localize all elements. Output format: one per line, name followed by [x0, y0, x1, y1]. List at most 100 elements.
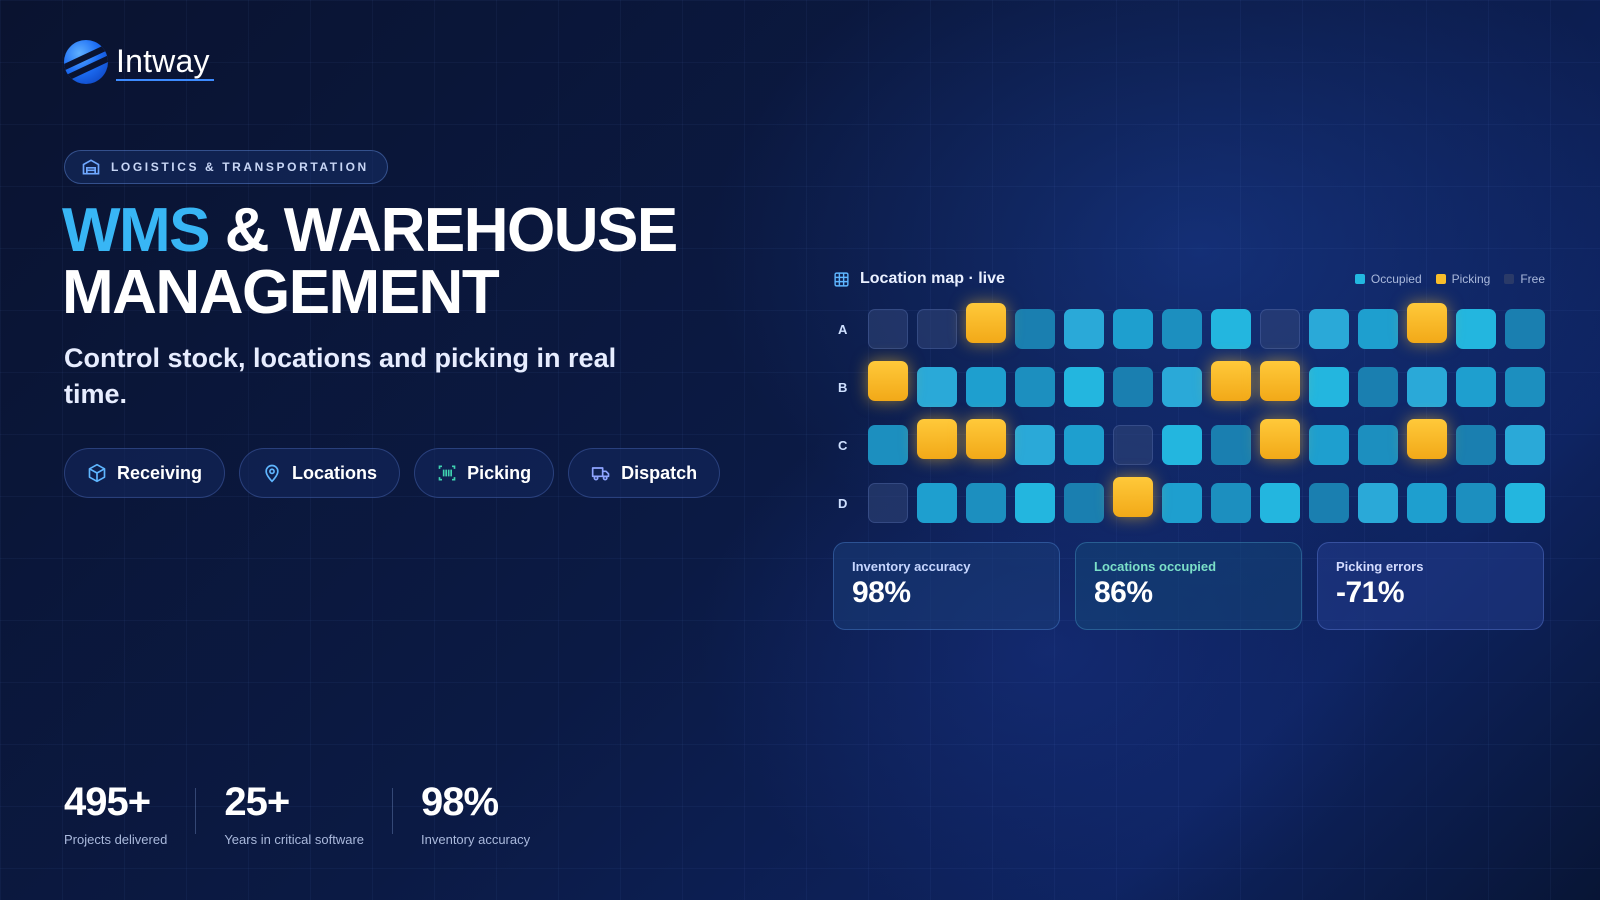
- location-cell-free[interactable]: [1260, 309, 1300, 349]
- location-cell-occupied[interactable]: [966, 367, 1006, 407]
- location-cell-occupied[interactable]: [1064, 309, 1104, 349]
- stats-row: 495+ Projects delivered 25+ Years in cri…: [64, 780, 558, 847]
- location-map-grid: A B C D: [838, 300, 1554, 532]
- location-cell-occupied[interactable]: [1162, 309, 1202, 349]
- title-accent: WMS: [62, 196, 211, 265]
- location-cell-occupied[interactable]: [1162, 425, 1202, 465]
- location-cell-occupied[interactable]: [1015, 309, 1055, 349]
- map-row: A: [838, 300, 1554, 358]
- stat-years: 25+ Years in critical software: [224, 780, 392, 847]
- location-cell-occupied[interactable]: [1505, 367, 1545, 407]
- location-cell-occupied[interactable]: [917, 367, 957, 407]
- location-cell-occupied[interactable]: [1211, 483, 1251, 523]
- location-cell-picking[interactable]: [1260, 361, 1300, 401]
- globe-logo-icon: [64, 40, 108, 84]
- kpi-cards: Inventory accuracy 98% Locations occupie…: [833, 542, 1544, 630]
- location-cell-occupied[interactable]: [1456, 483, 1496, 523]
- map-legend: Occupied Picking Free: [1354, 272, 1545, 286]
- location-cell-occupied[interactable]: [1358, 309, 1398, 349]
- stat-accuracy: 98% Inventory accuracy: [421, 780, 558, 847]
- pill-label: Locations: [292, 462, 378, 483]
- location-cell-picking[interactable]: [917, 419, 957, 459]
- kpi-inventory-accuracy: Inventory accuracy 98%: [833, 542, 1060, 630]
- location-cell-occupied[interactable]: [917, 483, 957, 523]
- location-cell-occupied[interactable]: [1358, 483, 1398, 523]
- category-badge: LOGISTICS & TRANSPORTATION: [64, 150, 388, 184]
- stat-projects: 495+ Projects delivered: [64, 780, 195, 847]
- location-cell-picking[interactable]: [1113, 477, 1153, 517]
- kpi-locations-occupied: Locations occupied 86%: [1075, 542, 1302, 630]
- location-cell-occupied[interactable]: [868, 425, 908, 465]
- location-cell-occupied[interactable]: [1505, 483, 1545, 523]
- location-cell-occupied[interactable]: [1505, 309, 1545, 349]
- location-cell-occupied[interactable]: [1015, 483, 1055, 523]
- location-cell-free[interactable]: [917, 309, 957, 349]
- location-cell-picking[interactable]: [868, 361, 908, 401]
- pill-dispatch[interactable]: Dispatch: [568, 448, 721, 498]
- brand-name: Intway: [116, 43, 214, 81]
- pill-receiving[interactable]: Receiving: [64, 448, 226, 498]
- stat-value: 25+: [224, 780, 290, 824]
- map-row: C: [838, 416, 1554, 474]
- location-cell-occupied[interactable]: [1064, 425, 1104, 465]
- location-cell-occupied[interactable]: [1211, 309, 1251, 349]
- location-cell-occupied[interactable]: [1407, 483, 1447, 523]
- location-cell-occupied[interactable]: [1407, 367, 1447, 407]
- location-cell-occupied[interactable]: [1162, 483, 1202, 523]
- kpi-value: -71%: [1336, 576, 1405, 609]
- location-cell-occupied[interactable]: [1211, 425, 1251, 465]
- location-cell-occupied[interactable]: [1358, 425, 1398, 465]
- location-cell-occupied[interactable]: [1064, 367, 1104, 407]
- feature-pills: Receiving Locations Picking Dispatch: [64, 448, 721, 498]
- location-cell-occupied[interactable]: [1456, 367, 1496, 407]
- grid-icon: [834, 271, 849, 287]
- map-row: D: [838, 474, 1554, 532]
- location-cell-occupied[interactable]: [1064, 483, 1104, 523]
- location-cell-occupied[interactable]: [1015, 425, 1055, 465]
- location-cell-occupied[interactable]: [1456, 425, 1496, 465]
- location-map-header: Location map · live Occupied Picking Fre…: [833, 270, 1545, 288]
- legend-label: Free: [1520, 272, 1545, 286]
- row-label: D: [838, 495, 848, 511]
- location-cell-free[interactable]: [868, 483, 908, 523]
- map-pin-icon: [265, 464, 279, 483]
- location-cell-occupied[interactable]: [1505, 425, 1545, 465]
- stat-label: Inventory accuracy: [421, 832, 531, 847]
- location-cell-occupied[interactable]: [1113, 309, 1153, 349]
- location-cell-occupied[interactable]: [966, 483, 1006, 523]
- location-cell-occupied[interactable]: [1162, 367, 1202, 407]
- brand-logo[interactable]: Intway: [64, 40, 214, 84]
- page-subtitle: Control stock, locations and picking in …: [64, 343, 617, 409]
- location-cell-free[interactable]: [868, 309, 908, 349]
- location-cell-occupied[interactable]: [1309, 425, 1349, 465]
- location-cell-picking[interactable]: [1260, 419, 1300, 459]
- kpi-picking-errors: Picking errors -71%: [1317, 542, 1544, 630]
- map-row: B: [838, 358, 1554, 416]
- location-cell-occupied[interactable]: [1113, 367, 1153, 407]
- location-cell-picking[interactable]: [966, 303, 1006, 343]
- location-cell-picking[interactable]: [966, 419, 1006, 459]
- pill-label: Receiving: [117, 462, 203, 483]
- location-cell-occupied[interactable]: [1309, 367, 1349, 407]
- title-line1-rest: & WAREHOUSE: [209, 196, 678, 265]
- stat-value: 495+: [64, 780, 151, 824]
- pill-picking[interactable]: Picking: [414, 448, 555, 498]
- stat-label: Years in critical software: [224, 832, 365, 847]
- location-cell-free[interactable]: [1113, 425, 1153, 465]
- location-cell-occupied[interactable]: [1456, 309, 1496, 349]
- location-cell-occupied[interactable]: [1015, 367, 1055, 407]
- location-cell-picking[interactable]: [1407, 419, 1447, 459]
- location-cell-picking[interactable]: [1211, 361, 1251, 401]
- location-cell-occupied[interactable]: [1309, 483, 1349, 523]
- pill-locations[interactable]: Locations: [239, 448, 401, 498]
- location-cell-picking[interactable]: [1407, 303, 1447, 343]
- legend-free: Free: [1504, 272, 1545, 286]
- map-title: Location map · live: [860, 270, 1005, 287]
- divider: [195, 788, 197, 834]
- pill-label: Picking: [467, 462, 532, 483]
- location-cell-occupied[interactable]: [1309, 309, 1349, 349]
- location-cell-occupied[interactable]: [1358, 367, 1398, 407]
- kpi-label: Locations occupied: [1094, 559, 1217, 574]
- location-cell-occupied[interactable]: [1260, 483, 1300, 523]
- page-title: WMS & WAREHOUSE MANAGEMENT: [62, 200, 762, 324]
